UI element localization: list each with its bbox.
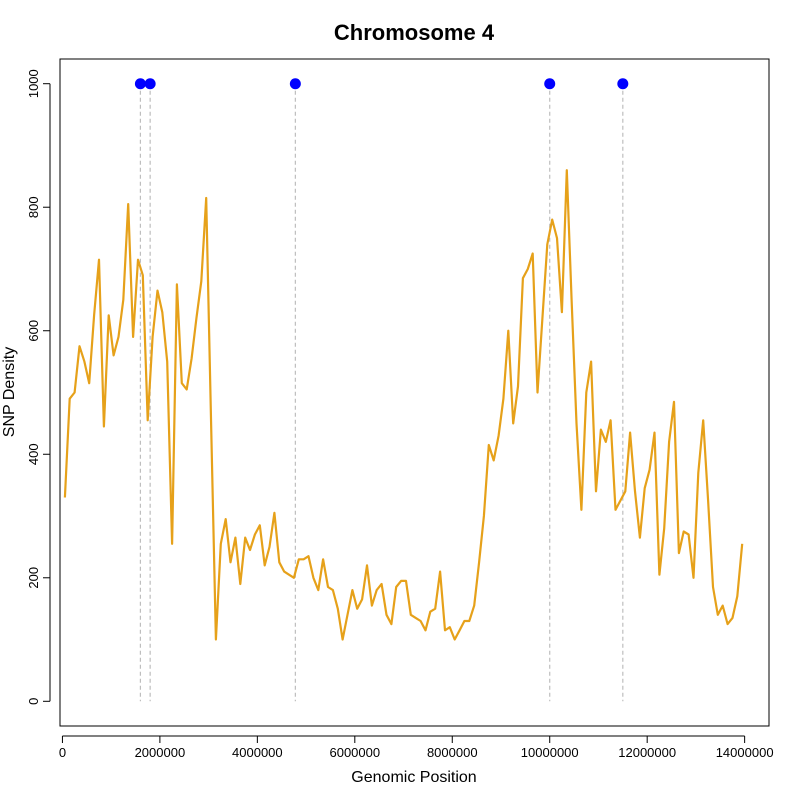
marker-point bbox=[144, 78, 156, 90]
y-tick-label: 200 bbox=[26, 567, 41, 589]
y-axis-title: SNP Density bbox=[1, 347, 18, 437]
x-tick-label: 2000000 bbox=[135, 745, 186, 760]
marker-point bbox=[134, 78, 146, 90]
x-tick-label: 8000000 bbox=[427, 745, 478, 760]
marker-point bbox=[289, 78, 301, 90]
y-tick-label: 0 bbox=[26, 698, 41, 705]
x-tick-label: 10000000 bbox=[521, 745, 579, 760]
plot-frame bbox=[59, 58, 770, 727]
series-layer bbox=[63, 169, 744, 641]
y-tick-label: 1000 bbox=[26, 69, 41, 98]
x-tick-label: 0 bbox=[59, 745, 66, 760]
marker-point bbox=[617, 78, 629, 90]
x-tick-label: 6000000 bbox=[329, 745, 380, 760]
y-axis: 0 200 400 600 800 1000 bbox=[26, 69, 51, 705]
snp-density-line bbox=[63, 169, 744, 641]
x-tick-label: 14000000 bbox=[716, 745, 774, 760]
marker-points bbox=[134, 78, 629, 90]
x-axis-title: Genomic Position bbox=[351, 769, 476, 786]
x-axis: 0 2000000 4000000 6000000 8000000 10000000 120… bbox=[59, 735, 774, 760]
y-tick-label: 400 bbox=[26, 443, 41, 465]
marker-point bbox=[544, 78, 556, 90]
x-tick-label: 12000000 bbox=[618, 745, 676, 760]
y-tick-label: 800 bbox=[26, 196, 41, 218]
chart-title: Chromosome 4 bbox=[334, 20, 495, 45]
x-tick-label: 4000000 bbox=[232, 745, 283, 760]
y-tick-label: 600 bbox=[26, 320, 41, 342]
